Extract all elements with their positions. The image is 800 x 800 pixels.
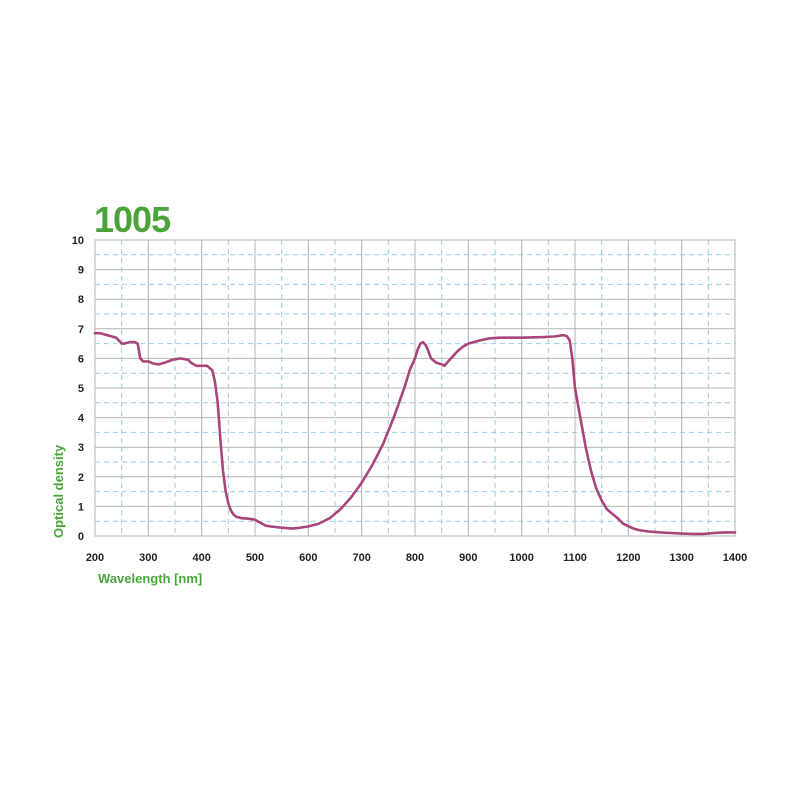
x-tick-label: 800 xyxy=(406,552,424,564)
y-tick-labels: 0 1 2 3 4 5 6 7 8 9 10 xyxy=(72,235,85,543)
x-tick-label: 1300 xyxy=(669,552,693,564)
x-tick-labels: 200 300 400 500 600 700 800 900 1000 1100 1200 1300… xyxy=(86,552,747,564)
x-tick-label: 400 xyxy=(192,552,210,564)
x-tick-label: 700 xyxy=(352,552,370,564)
y-tick-label: 6 xyxy=(78,353,84,365)
x-axis-label: Wavelength [nm] xyxy=(98,571,202,586)
y-tick-label: 10 xyxy=(72,235,84,247)
x-tick-label: 200 xyxy=(86,552,104,564)
y-tick-label: 8 xyxy=(78,294,84,306)
y-tick-label: 2 xyxy=(78,472,84,484)
y-tick-label: 1 xyxy=(78,501,84,513)
y-tick-label: 9 xyxy=(78,265,84,277)
y-axis-label: Optical density xyxy=(51,444,66,538)
x-tick-label: 1400 xyxy=(723,552,747,564)
x-tick-label: 1200 xyxy=(616,552,640,564)
optical-density-curve xyxy=(93,331,737,536)
y-tick-label: 7 xyxy=(78,324,84,336)
y-tick-label: 3 xyxy=(78,442,84,454)
y-tick-label: 5 xyxy=(78,383,84,395)
x-tick-label: 1100 xyxy=(563,552,587,564)
grid xyxy=(95,240,735,536)
x-tick-label: 900 xyxy=(459,552,477,564)
x-tick-label: 1000 xyxy=(509,552,533,564)
y-tick-label: 0 xyxy=(78,531,84,543)
x-tick-label: 600 xyxy=(299,552,317,564)
x-tick-label: 500 xyxy=(246,552,264,564)
x-tick-label: 300 xyxy=(139,552,157,564)
chart-title: 1005 xyxy=(94,199,171,240)
plot-frame xyxy=(94,239,736,537)
y-tick-label: 4 xyxy=(78,413,85,425)
